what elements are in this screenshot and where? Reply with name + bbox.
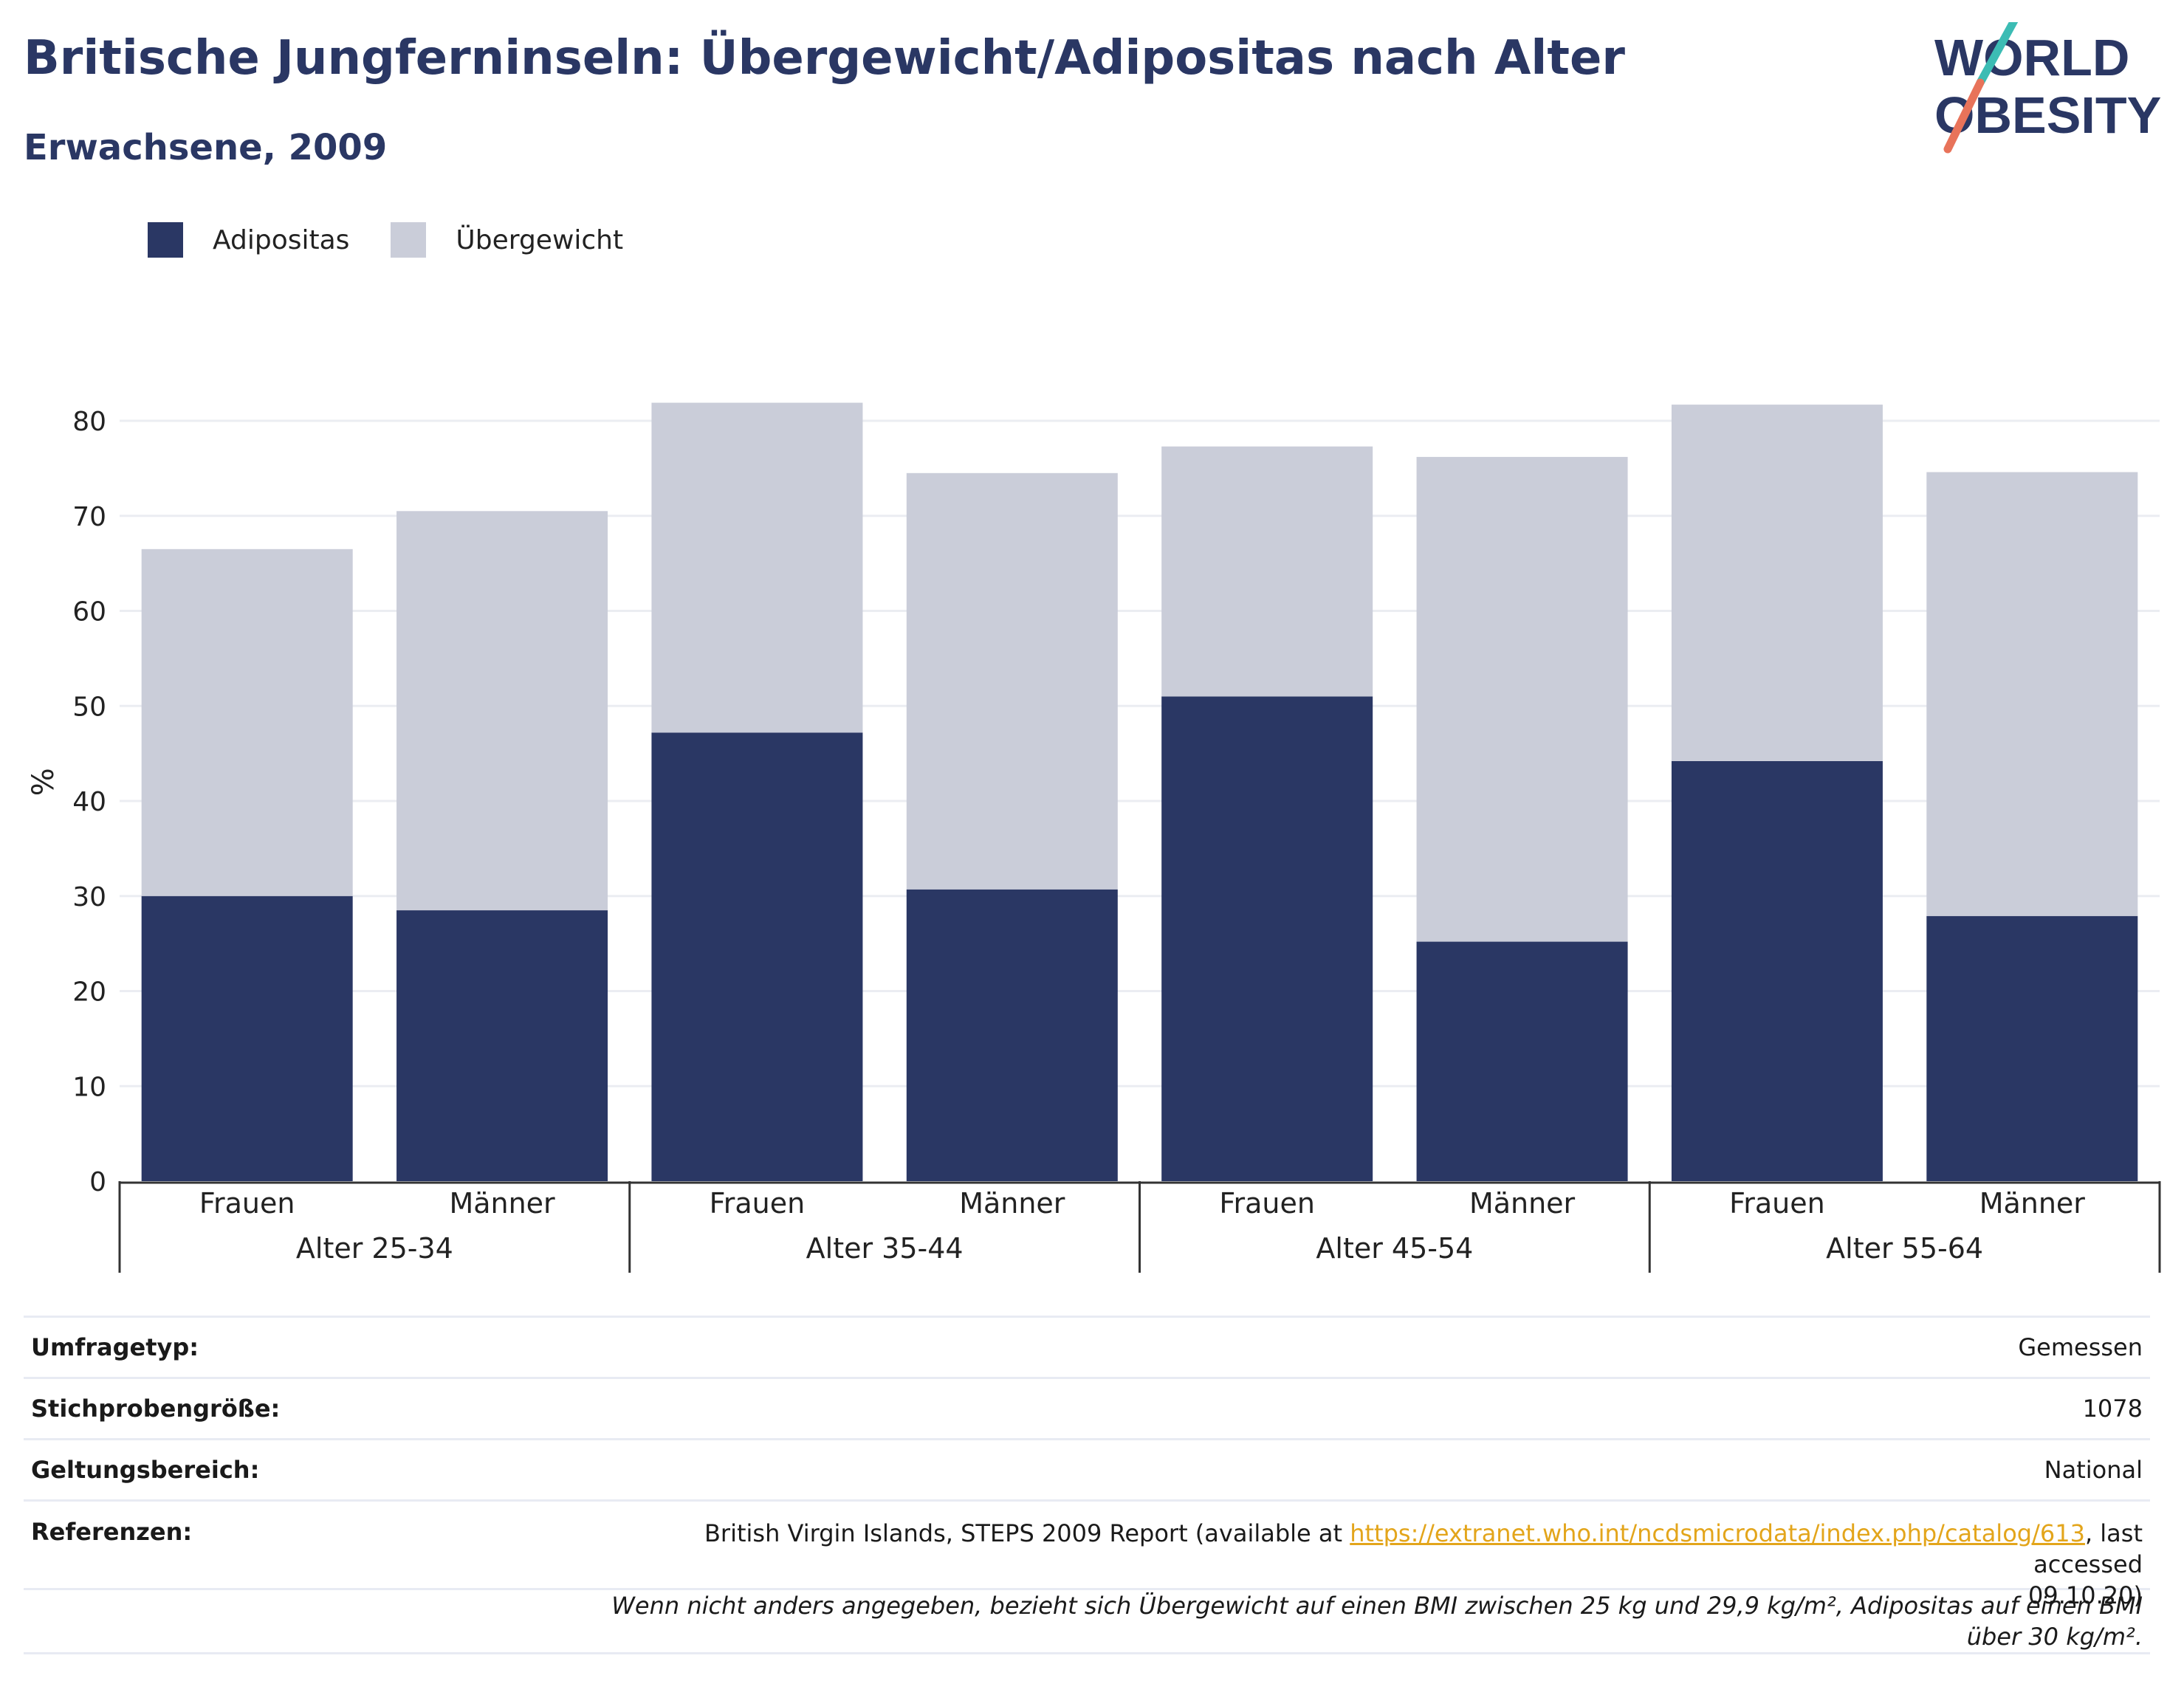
legend-label-adipositas: Adipositas: [213, 224, 350, 255]
meta-row-geltungsbereich: Geltungsbereich: National: [24, 1438, 2150, 1499]
y-tick-label: 60: [72, 597, 106, 628]
meta-row-stichprobe: Stichprobengröße: 1078: [24, 1377, 2150, 1438]
x-tick-label: Männer: [1979, 1187, 2086, 1220]
y-tick-label: 80: [72, 407, 106, 437]
bar-uebergewicht: [141, 549, 353, 896]
x-tick-label: Männer: [449, 1187, 555, 1220]
world-obesity-logo: WORLD OBESITY: [1934, 22, 2161, 154]
legend-label-uebergewicht: Übergewicht: [456, 224, 624, 255]
meta-row-note: Wenn nicht anders angegeben, bezieht sic…: [24, 1588, 2150, 1654]
logo-line1: WORLD: [1934, 29, 2129, 86]
meta-key: Umfragetyp:: [31, 1333, 199, 1361]
x-tick-label: Männer: [959, 1187, 1065, 1220]
bar-uebergewicht: [651, 402, 863, 733]
footnote: Wenn nicht anders angegeben, bezieht sic…: [611, 1592, 2143, 1651]
bar-adipositas: [906, 889, 1118, 1181]
reference-text-after: , last accessed: [2033, 1519, 2143, 1578]
reference-link[interactable]: https://extranet.who.int/ncdsmicrodata/i…: [1350, 1519, 2085, 1547]
y-tick-label: 40: [72, 787, 106, 817]
bar-uebergewicht: [1926, 472, 2138, 916]
x-tick-label: Frauen: [1219, 1187, 1315, 1220]
x-tick-label: Frauen: [710, 1187, 806, 1220]
reference-date: 09.10.20): [2028, 1581, 2143, 1609]
bar-adipositas: [1161, 696, 1373, 1181]
y-tick-label: 50: [72, 692, 106, 722]
meta-row-umfragetyp: Umfragetyp: Gemessen: [24, 1316, 2150, 1377]
page-title: Britische Jungferninseln: Übergewicht/Ad…: [24, 31, 1625, 86]
y-tick-label: 30: [72, 882, 106, 912]
x-tick-label: Männer: [1469, 1187, 1576, 1220]
bar-adipositas: [651, 732, 863, 1181]
reference-text-before: British Virgin Islands, STEPS 2009 Repor…: [704, 1519, 1350, 1547]
bar-uebergewicht: [1671, 405, 1883, 761]
meta-value: Gemessen: [2018, 1333, 2143, 1361]
bar-uebergewicht: [1161, 446, 1373, 697]
meta-key: Referenzen:: [31, 1518, 193, 1546]
legend-item-uebergewicht[interactable]: Übergewicht: [391, 222, 623, 258]
y-tick-label: 10: [72, 1072, 106, 1102]
meta-value: 1078: [2082, 1395, 2143, 1423]
meta-key: Stichprobengröße:: [31, 1395, 281, 1423]
chart-legend: Adipositas Übergewicht: [148, 221, 665, 258]
legend-item-adipositas[interactable]: Adipositas: [148, 222, 349, 258]
bar-adipositas: [1671, 760, 1883, 1181]
group-label: Alter 35-44: [806, 1232, 964, 1265]
bar-adipositas: [141, 895, 353, 1181]
group-label: Alter 45-54: [1316, 1232, 1473, 1265]
y-tick-label: 0: [89, 1167, 106, 1197]
meta-value-reference: British Virgin Islands, STEPS 2009 Repor…: [592, 1518, 2143, 1611]
meta-key: Geltungsbereich:: [31, 1456, 260, 1484]
group-label: Alter 55-64: [1826, 1232, 1983, 1265]
bar-adipositas: [1926, 915, 2138, 1181]
metadata-table: Umfragetyp: Gemessen Stichprobengröße: 1…: [24, 1316, 2150, 1654]
bar-adipositas: [396, 910, 608, 1181]
x-tick-label: Frauen: [1729, 1187, 1825, 1220]
meta-row-referenzen: Referenzen: British Virgin Islands, STEP…: [24, 1499, 2150, 1609]
group-label: Alter 25-34: [296, 1232, 453, 1265]
y-tick-label: 20: [72, 977, 106, 1008]
y-tick-label: 70: [72, 502, 106, 532]
bar-uebergewicht: [396, 511, 608, 911]
bar-uebergewicht: [1416, 456, 1628, 942]
x-tick-label: Frauen: [199, 1187, 295, 1220]
page-subtitle: Erwachsene, 2009: [24, 127, 388, 168]
legend-swatch-uebergewicht: [391, 222, 427, 258]
stacked-bar-chart: 0 10 20 30 40 50 60 70 80% Frauen Männer Frauen Männ…: [27, 402, 2161, 1273]
bar-uebergewicht: [906, 472, 1118, 890]
meta-value: National: [2044, 1456, 2143, 1484]
legend-swatch-adipositas: [148, 222, 183, 258]
bar-adipositas: [1416, 941, 1628, 1181]
y-axis-label: %: [27, 768, 61, 796]
